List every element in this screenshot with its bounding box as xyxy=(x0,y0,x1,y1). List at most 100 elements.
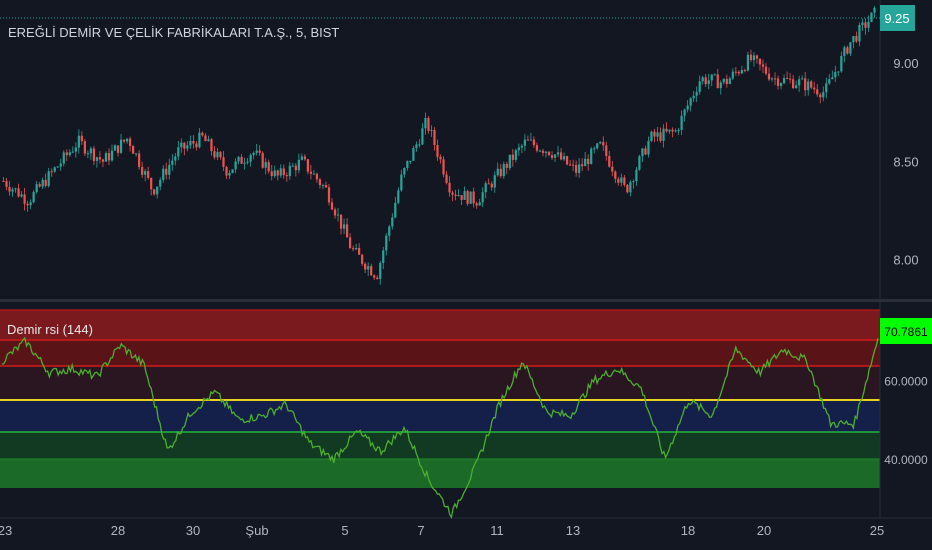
candle-body xyxy=(698,81,701,92)
candle-body xyxy=(454,194,457,197)
candle-body xyxy=(65,152,68,156)
candle-body xyxy=(201,132,204,136)
candle-body xyxy=(755,55,759,59)
candle-body xyxy=(237,156,240,162)
candle-body xyxy=(412,148,415,161)
candle-body xyxy=(638,156,641,170)
candle-body xyxy=(418,144,421,146)
candle-body xyxy=(436,145,439,157)
candle-body xyxy=(581,164,584,167)
candle-body xyxy=(8,186,11,192)
candle-body xyxy=(701,77,704,82)
candle-body xyxy=(662,128,665,141)
candle-body xyxy=(496,168,499,176)
candle-body xyxy=(385,235,388,251)
candle-body xyxy=(810,81,813,88)
candle-body xyxy=(520,145,523,148)
candle-body xyxy=(457,195,460,197)
candle-body xyxy=(719,82,722,89)
candle-body xyxy=(128,138,132,147)
candle-body xyxy=(282,168,285,176)
candle-body xyxy=(553,154,557,158)
candle-body xyxy=(505,163,508,168)
candle-body xyxy=(743,70,747,72)
candle-body xyxy=(273,170,276,177)
rsi-axis[interactable]: 60.0000 40.0000 xyxy=(884,375,928,468)
time-axis[interactable]: 23 28 30 Şub 5 7 11 13 18 20 25 xyxy=(0,523,884,538)
candle-body xyxy=(511,154,514,160)
candle-body xyxy=(716,74,719,89)
candle-body xyxy=(475,203,478,206)
time-tick-label: Şub xyxy=(245,523,268,538)
candle-body xyxy=(867,21,870,28)
candle-body xyxy=(695,91,698,96)
candle-body xyxy=(297,159,300,171)
rsi-tick-label: 60.0000 xyxy=(884,375,928,389)
candle-body xyxy=(44,179,47,186)
candle-body xyxy=(11,189,14,192)
candle-body xyxy=(704,77,707,85)
candle-body xyxy=(138,153,141,167)
candle-body xyxy=(565,156,569,165)
candle-body xyxy=(403,167,406,175)
candle-body xyxy=(68,152,71,156)
candle-body xyxy=(358,247,361,255)
candle-body xyxy=(659,132,662,141)
candle-body xyxy=(626,184,629,193)
time-tick-label: 28 xyxy=(111,523,125,538)
price-axis[interactable]: 9.00 8.50 8.00 xyxy=(893,56,918,268)
candle-body xyxy=(674,130,677,132)
candle-body xyxy=(849,42,852,54)
candle-body xyxy=(550,155,554,158)
candle-body xyxy=(677,129,680,131)
candle-body xyxy=(840,55,843,72)
candle-body xyxy=(415,144,418,149)
rsi-tick-label: 40.0000 xyxy=(884,453,928,467)
candle-body xyxy=(101,159,105,162)
candle-body xyxy=(837,71,840,73)
candle-body xyxy=(258,150,261,153)
candle-body xyxy=(327,187,331,203)
candle-body xyxy=(529,139,533,141)
candle-body xyxy=(219,152,222,158)
candle-body xyxy=(737,71,740,74)
candle-body xyxy=(843,47,846,56)
candle-body xyxy=(391,217,394,227)
candle-body xyxy=(653,131,656,137)
candle-body xyxy=(761,64,765,67)
candle-body xyxy=(828,79,831,84)
candle-body xyxy=(56,166,59,168)
candle-body xyxy=(834,72,837,78)
chart-title: EREĞLİ DEMİR VE ÇELİK FABRİKALARI T.A.Ş.… xyxy=(8,25,339,40)
candle-body xyxy=(80,135,83,142)
candle-body xyxy=(499,168,502,177)
candle-body xyxy=(255,150,258,153)
time-tick-label: 30 xyxy=(186,523,200,538)
candle-body xyxy=(731,71,734,79)
candle-body xyxy=(665,128,668,132)
candle-body xyxy=(38,184,41,187)
candle-body xyxy=(785,77,789,79)
candle-body xyxy=(493,175,496,188)
candle-body xyxy=(168,164,171,175)
candle-body xyxy=(195,143,198,148)
candle-body xyxy=(846,47,849,54)
candle-body xyxy=(641,148,644,157)
candle-body xyxy=(162,168,165,180)
current-rsi-tag: 70.7861 xyxy=(880,318,932,344)
candle-body xyxy=(361,254,364,264)
candle-body xyxy=(303,156,306,160)
candle-body xyxy=(207,139,210,142)
candle-body xyxy=(713,74,716,76)
panel-divider[interactable] xyxy=(0,299,932,302)
candle-body xyxy=(433,129,436,146)
candle-body xyxy=(602,141,605,146)
candle-body xyxy=(559,152,563,160)
candle-body xyxy=(620,177,623,183)
candle-body xyxy=(330,202,334,210)
candle-body xyxy=(216,152,219,158)
candle-body xyxy=(409,160,412,162)
candle-body xyxy=(315,173,319,180)
candle-body xyxy=(466,190,469,204)
